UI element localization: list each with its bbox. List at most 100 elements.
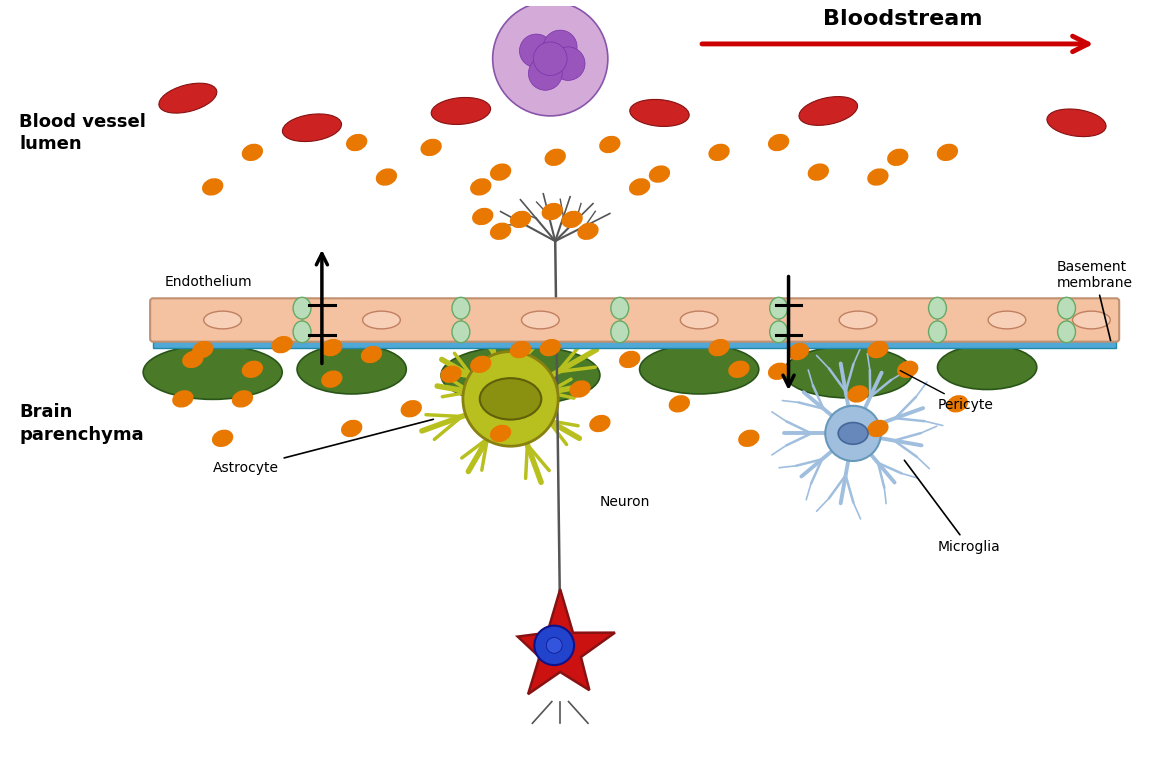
Circle shape	[534, 625, 574, 665]
Ellipse shape	[768, 134, 789, 152]
Circle shape	[825, 406, 881, 461]
Ellipse shape	[611, 321, 628, 343]
Ellipse shape	[293, 297, 311, 319]
Text: Microglia: Microglia	[905, 460, 1000, 554]
Ellipse shape	[346, 134, 367, 152]
Ellipse shape	[293, 321, 311, 343]
Ellipse shape	[928, 321, 947, 343]
Ellipse shape	[847, 385, 868, 402]
Ellipse shape	[431, 98, 491, 124]
Ellipse shape	[361, 346, 382, 363]
Ellipse shape	[1072, 311, 1110, 329]
Ellipse shape	[590, 415, 611, 432]
Ellipse shape	[241, 144, 263, 161]
Text: Neuron: Neuron	[600, 496, 650, 509]
Ellipse shape	[936, 144, 958, 161]
Ellipse shape	[452, 321, 470, 343]
Text: Basement
membrane: Basement membrane	[1057, 259, 1132, 340]
Ellipse shape	[599, 136, 620, 153]
Circle shape	[546, 637, 563, 653]
Ellipse shape	[510, 341, 531, 359]
Ellipse shape	[341, 420, 362, 437]
Ellipse shape	[143, 345, 282, 399]
Ellipse shape	[510, 211, 531, 228]
Ellipse shape	[204, 311, 241, 329]
Circle shape	[519, 34, 553, 67]
Ellipse shape	[297, 345, 407, 394]
Ellipse shape	[241, 361, 263, 378]
Ellipse shape	[640, 345, 758, 394]
Ellipse shape	[470, 178, 491, 196]
Ellipse shape	[376, 168, 397, 186]
Text: Endothelium: Endothelium	[165, 275, 253, 290]
Circle shape	[492, 2, 608, 116]
Ellipse shape	[669, 395, 690, 412]
Ellipse shape	[887, 149, 908, 166]
Ellipse shape	[172, 390, 193, 408]
Ellipse shape	[788, 343, 809, 360]
Ellipse shape	[321, 371, 342, 388]
Ellipse shape	[988, 311, 1026, 329]
Ellipse shape	[522, 311, 559, 329]
Ellipse shape	[799, 96, 858, 125]
Ellipse shape	[479, 378, 541, 420]
Ellipse shape	[159, 83, 217, 113]
Ellipse shape	[401, 400, 422, 418]
FancyBboxPatch shape	[150, 299, 1119, 342]
Ellipse shape	[770, 321, 788, 343]
Circle shape	[533, 42, 567, 76]
Ellipse shape	[1047, 109, 1106, 136]
Ellipse shape	[784, 346, 913, 398]
Ellipse shape	[839, 311, 877, 329]
Ellipse shape	[770, 297, 788, 319]
Text: Bloodstream: Bloodstream	[823, 9, 982, 29]
Text: Blood vessel
lumen: Blood vessel lumen	[19, 112, 146, 153]
Ellipse shape	[838, 422, 868, 444]
Ellipse shape	[452, 297, 470, 319]
Circle shape	[551, 47, 585, 80]
Ellipse shape	[867, 420, 888, 437]
Ellipse shape	[570, 381, 591, 398]
Ellipse shape	[545, 149, 566, 166]
Ellipse shape	[768, 362, 789, 380]
Circle shape	[544, 30, 577, 64]
Text: Pericyte: Pericyte	[900, 371, 994, 412]
Ellipse shape	[541, 203, 563, 221]
Ellipse shape	[867, 168, 888, 186]
Ellipse shape	[629, 178, 650, 196]
Circle shape	[463, 352, 558, 446]
Bar	[154, 339, 1116, 348]
Ellipse shape	[611, 297, 628, 319]
Ellipse shape	[808, 164, 829, 181]
Ellipse shape	[470, 356, 491, 373]
Ellipse shape	[649, 165, 670, 183]
Polygon shape	[518, 589, 615, 694]
Ellipse shape	[578, 223, 599, 240]
Ellipse shape	[728, 361, 750, 378]
Ellipse shape	[421, 139, 442, 156]
Ellipse shape	[490, 164, 511, 181]
Ellipse shape	[708, 144, 730, 161]
Ellipse shape	[441, 346, 600, 405]
Ellipse shape	[202, 178, 224, 196]
Ellipse shape	[629, 99, 689, 127]
Ellipse shape	[947, 395, 968, 412]
Ellipse shape	[362, 311, 401, 329]
Ellipse shape	[680, 311, 718, 329]
Ellipse shape	[212, 430, 233, 447]
Ellipse shape	[1057, 321, 1076, 343]
Ellipse shape	[708, 339, 730, 356]
Ellipse shape	[182, 351, 204, 368]
Ellipse shape	[441, 365, 462, 383]
Ellipse shape	[1057, 297, 1076, 319]
Ellipse shape	[490, 223, 511, 240]
Text: Astrocyte: Astrocyte	[212, 419, 434, 475]
Ellipse shape	[490, 424, 511, 442]
Ellipse shape	[272, 336, 293, 353]
Ellipse shape	[928, 297, 947, 319]
Ellipse shape	[619, 351, 640, 368]
Ellipse shape	[321, 339, 342, 356]
Ellipse shape	[897, 361, 919, 378]
Ellipse shape	[738, 430, 759, 447]
Ellipse shape	[192, 341, 213, 359]
